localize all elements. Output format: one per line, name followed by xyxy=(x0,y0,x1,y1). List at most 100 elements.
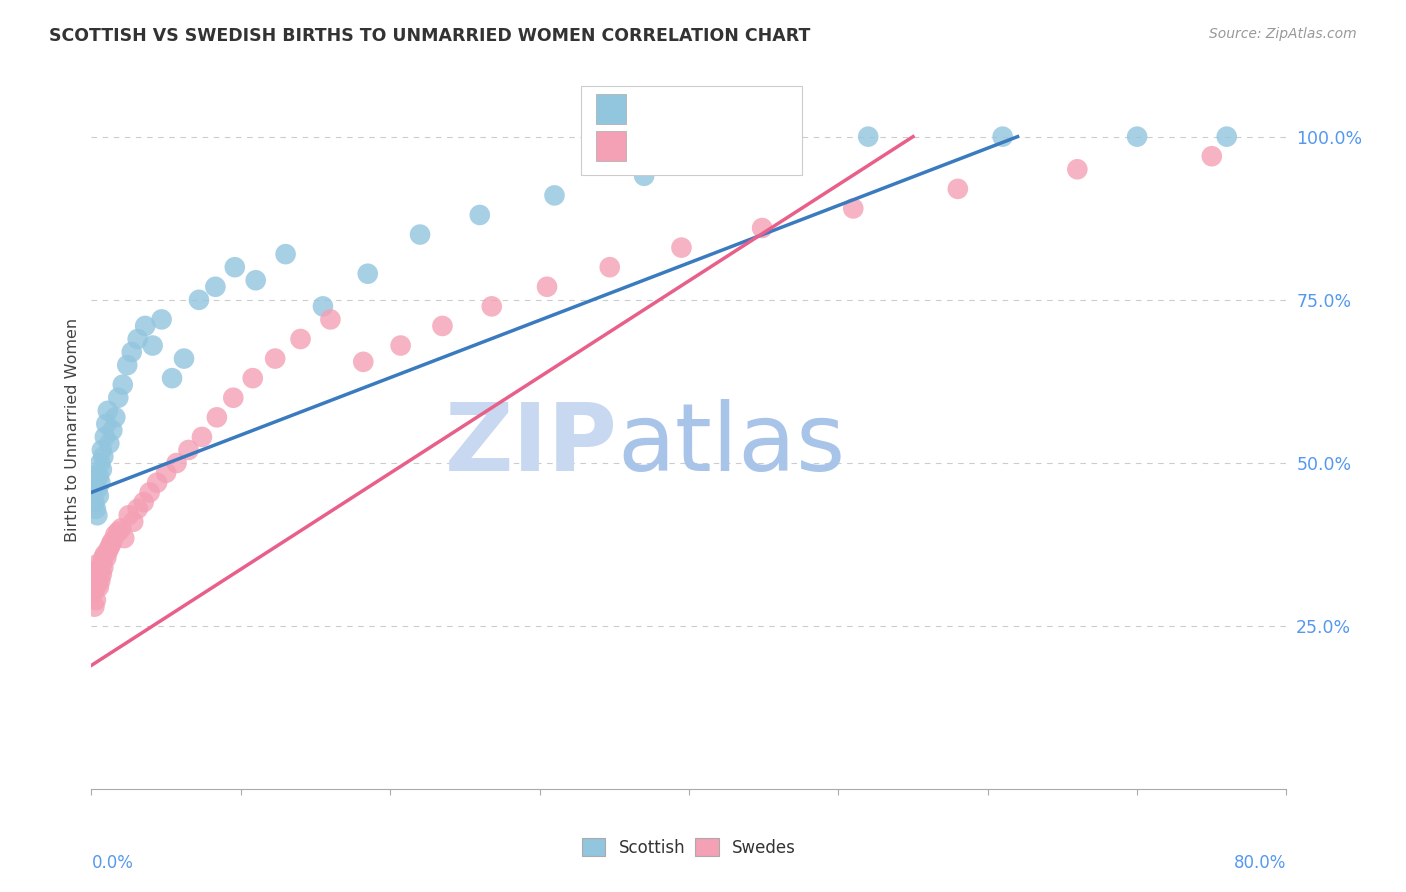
Point xyxy=(127,332,149,346)
Text: R = 0.610   N = 48: R = 0.610 N = 48 xyxy=(633,101,797,116)
Point xyxy=(1126,129,1149,144)
Point xyxy=(115,358,138,372)
Text: R = 0.729   N = 58: R = 0.729 N = 58 xyxy=(633,138,797,153)
Point xyxy=(93,450,115,464)
Point xyxy=(946,182,969,196)
Point xyxy=(84,564,107,578)
Point xyxy=(122,515,145,529)
Point xyxy=(96,550,118,565)
Point xyxy=(842,202,865,216)
Point xyxy=(432,318,454,333)
Point xyxy=(89,574,111,588)
Y-axis label: Births to Unmarried Women: Births to Unmarried Women xyxy=(65,318,80,542)
Point xyxy=(98,436,121,450)
Legend: Scottish, Swedes: Scottish, Swedes xyxy=(575,831,803,863)
Point xyxy=(84,580,107,594)
Point xyxy=(352,355,374,369)
Point xyxy=(84,501,107,516)
Point xyxy=(155,466,177,480)
Point xyxy=(96,417,118,431)
Point xyxy=(83,495,105,509)
Point xyxy=(87,564,110,578)
Point xyxy=(737,149,759,163)
Point xyxy=(87,469,110,483)
Point xyxy=(100,538,122,552)
Text: SCOTTISH VS SWEDISH BIRTHS TO UNMARRIED WOMEN CORRELATION CHART: SCOTTISH VS SWEDISH BIRTHS TO UNMARRIED … xyxy=(49,27,811,45)
Text: Source: ZipAtlas.com: Source: ZipAtlas.com xyxy=(1209,27,1357,41)
Point xyxy=(468,208,491,222)
Point xyxy=(93,550,115,565)
Point xyxy=(89,560,111,574)
Point xyxy=(93,560,115,574)
Point xyxy=(409,227,432,242)
Point xyxy=(751,221,773,235)
Point xyxy=(127,501,149,516)
Point xyxy=(104,410,127,425)
Point xyxy=(160,371,183,385)
Point xyxy=(111,377,134,392)
Point xyxy=(84,593,107,607)
Point xyxy=(86,482,108,496)
Point xyxy=(89,456,111,470)
Point xyxy=(222,391,245,405)
Point xyxy=(188,293,211,307)
Point xyxy=(94,430,117,444)
Point xyxy=(204,280,226,294)
Text: 80.0%: 80.0% xyxy=(1234,854,1286,872)
Point xyxy=(389,338,412,352)
Point xyxy=(90,462,112,476)
Point xyxy=(112,531,135,545)
Point xyxy=(481,299,503,313)
Point xyxy=(110,521,132,535)
Point xyxy=(86,574,108,588)
Point xyxy=(87,580,110,594)
Point xyxy=(107,524,129,539)
Point xyxy=(90,558,112,572)
Point xyxy=(242,371,264,385)
Point xyxy=(274,247,297,261)
Point xyxy=(1066,162,1088,177)
Point xyxy=(671,241,693,255)
Point xyxy=(150,312,173,326)
Point xyxy=(264,351,287,366)
Point xyxy=(142,338,165,352)
Point xyxy=(82,482,104,496)
Point xyxy=(82,586,104,600)
Point xyxy=(90,567,112,582)
Point xyxy=(138,485,160,500)
FancyBboxPatch shape xyxy=(596,94,626,124)
Point xyxy=(107,391,129,405)
Point xyxy=(121,345,143,359)
Point xyxy=(132,495,155,509)
Text: ZIP: ZIP xyxy=(444,399,617,491)
Point xyxy=(1350,129,1372,144)
Point xyxy=(312,299,335,313)
Point xyxy=(633,169,655,183)
Point xyxy=(1320,129,1343,144)
Point xyxy=(205,410,228,425)
Point xyxy=(357,267,380,281)
Point xyxy=(166,456,188,470)
Point xyxy=(83,599,105,614)
Point xyxy=(97,544,120,558)
Point xyxy=(1216,129,1239,144)
Text: atlas: atlas xyxy=(617,399,845,491)
Point xyxy=(543,188,565,202)
FancyBboxPatch shape xyxy=(582,86,803,176)
Point xyxy=(90,442,112,457)
Point xyxy=(290,332,312,346)
Point xyxy=(83,469,105,483)
Point xyxy=(1201,149,1223,163)
Point xyxy=(858,129,880,144)
Point xyxy=(86,508,108,523)
Point xyxy=(536,280,558,294)
Point xyxy=(599,260,621,275)
Point xyxy=(118,508,141,523)
Point xyxy=(83,574,105,588)
Point xyxy=(97,404,120,418)
FancyBboxPatch shape xyxy=(596,131,626,161)
Point xyxy=(101,534,124,549)
Point xyxy=(86,558,108,572)
Point xyxy=(991,129,1014,144)
Point xyxy=(101,424,124,438)
